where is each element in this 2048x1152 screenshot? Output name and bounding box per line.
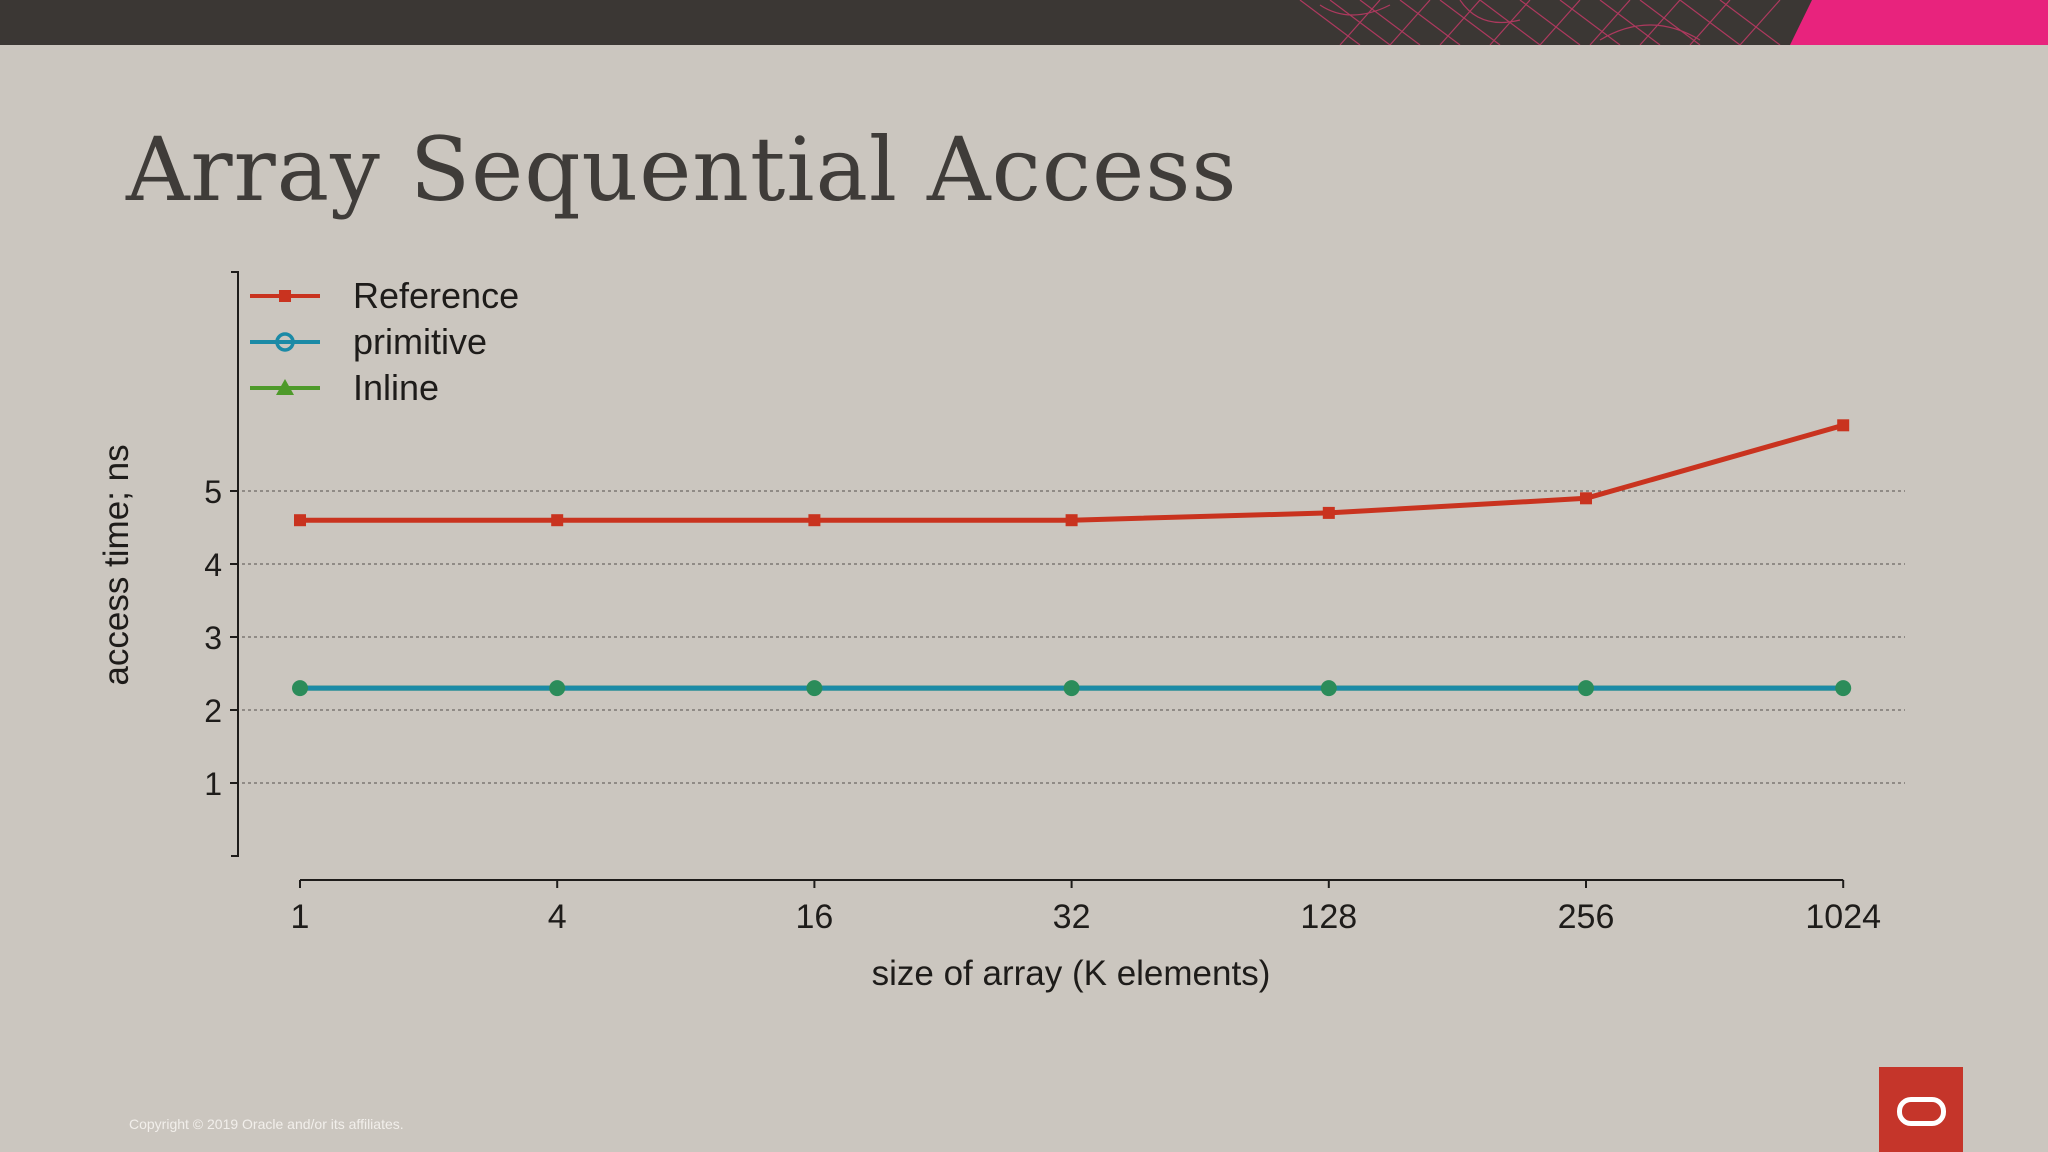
y-axis-title: access time; ns (97, 444, 136, 685)
x-tick-label: 128 (1300, 898, 1357, 936)
data-point-reference (1837, 419, 1850, 432)
legend-marker (279, 290, 291, 302)
legend-label: Reference (353, 275, 519, 316)
y-tick-label: 4 (204, 547, 222, 583)
legend-marker (275, 332, 295, 352)
data-point-primitive (1835, 680, 1852, 697)
x-tick-label: 16 (795, 898, 833, 936)
legend-marker (276, 379, 294, 395)
legend-label: Inline (353, 367, 439, 408)
data-point-primitive (549, 680, 566, 697)
x-tick-label: 256 (1558, 898, 1615, 936)
header-decoration (1299, 0, 2048, 45)
data-point-primitive (806, 680, 823, 697)
data-point-reference (551, 514, 564, 527)
slide-title: Array Sequential Access (126, 118, 1238, 221)
series-line-reference (300, 422, 1844, 523)
data-point-reference (808, 514, 821, 527)
header-bar (0, 0, 2048, 45)
x-tick-label: 4 (548, 898, 567, 936)
copyright-text: Copyright © 2019 Oracle and/or its affil… (129, 1116, 404, 1132)
data-point-reference (1580, 492, 1592, 505)
y-tick-label: 5 (204, 474, 222, 510)
x-tick-label: 1 (291, 898, 310, 936)
oracle-logo-icon (1879, 1067, 1963, 1152)
y-tick-label: 3 (204, 620, 222, 656)
data-point-reference (1322, 506, 1335, 519)
data-point-reference (294, 514, 306, 527)
x-tick-label: 32 (1053, 898, 1091, 936)
data-point-reference (1065, 514, 1078, 527)
y-tick-label: 1 (204, 766, 222, 802)
data-point-primitive (292, 680, 308, 697)
x-axis-title: size of array (K elements) (872, 954, 1271, 993)
data-point-primitive (1320, 680, 1337, 697)
data-point-primitive (1063, 680, 1080, 697)
y-tick-label: 2 (204, 693, 222, 729)
legend-label: primitive (353, 321, 487, 362)
x-tick-label: 1024 (1805, 898, 1881, 936)
data-point-primitive (1578, 680, 1594, 697)
